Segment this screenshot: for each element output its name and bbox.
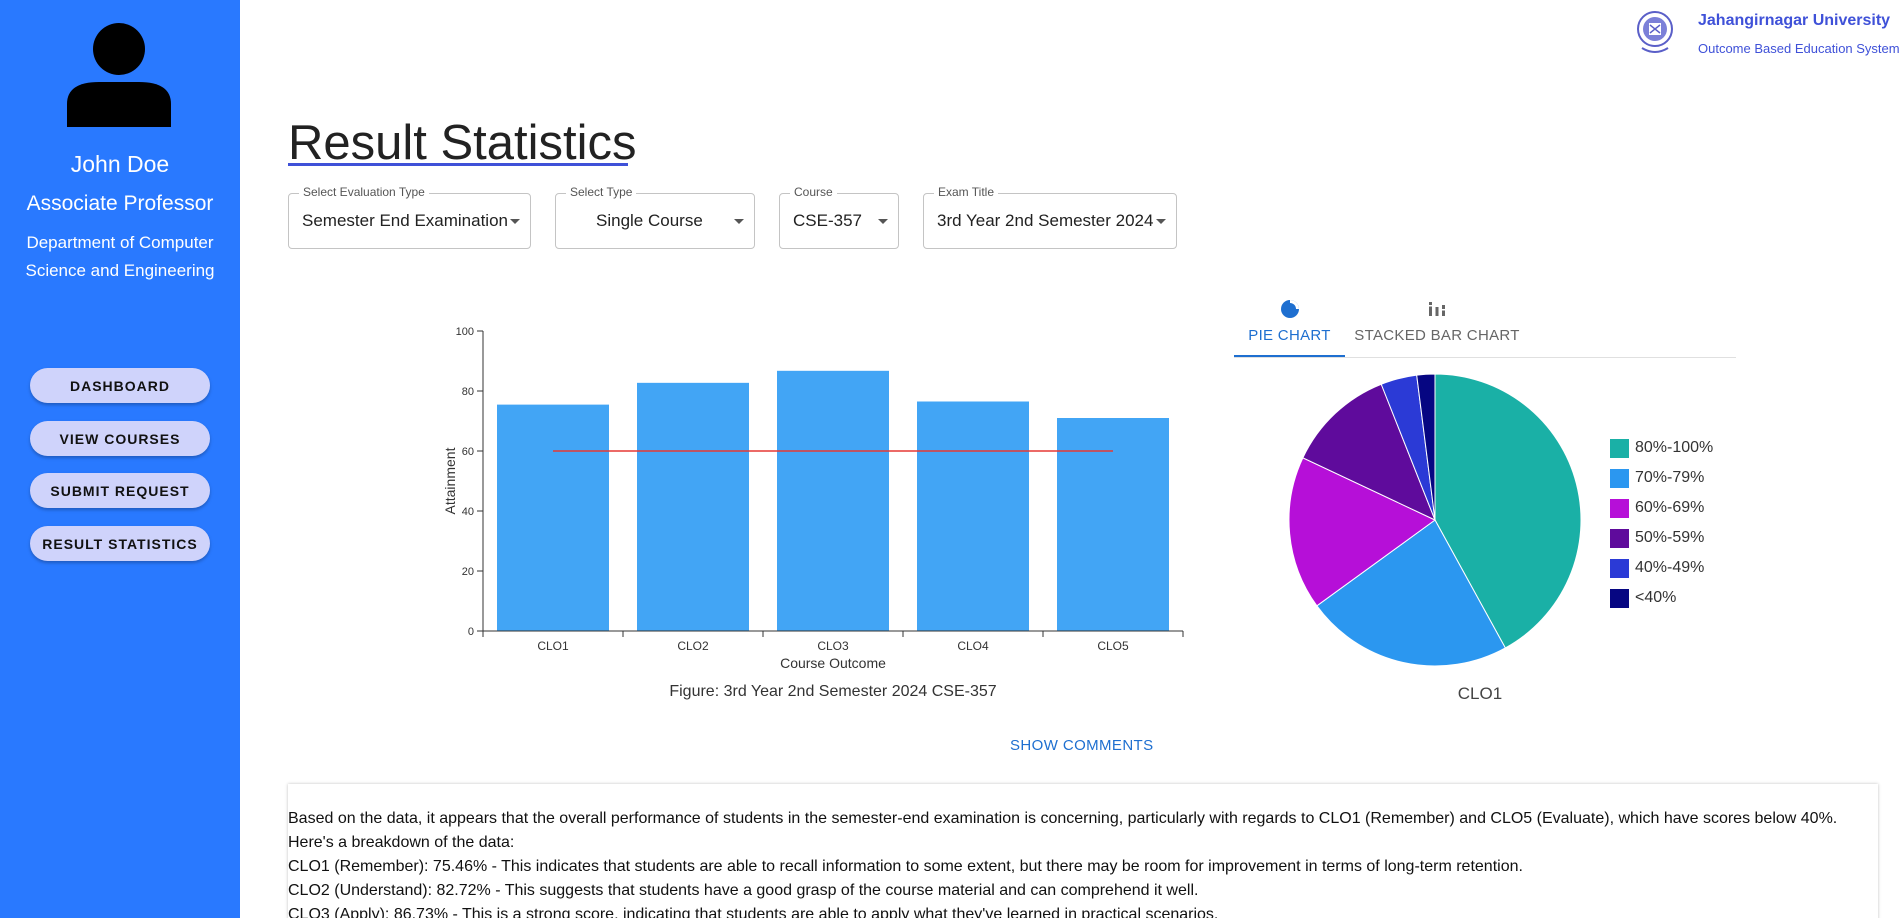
pie-legend: 80%-100% 70%-79% 60%-69% 50%-59% 40%-49% <40% <box>1610 433 1713 613</box>
x-tick-label: CLO2 <box>677 639 709 653</box>
tab-divider <box>1234 357 1736 358</box>
pie-chart-icon <box>1280 300 1299 318</box>
result-statistics-button[interactable]: RESULT STATISTICS <box>30 526 210 561</box>
y-axis-label: Attainment <box>442 447 458 514</box>
legend-swatch <box>1610 528 1629 548</box>
comments-list: CLO1 (Remember): 75.46% - This indicates… <box>288 855 1878 918</box>
user-department: Department of Computer Science and Engin… <box>20 229 220 285</box>
legend-item: 60%-69% <box>1610 493 1713 523</box>
type-select[interactable]: Select Type Single Course <box>555 185 755 249</box>
pie-slice <box>1434 373 1582 649</box>
list-item: CLO1 (Remember): 75.46% - This indicates… <box>288 855 1878 879</box>
select-value: 3rd Year 2nd Semester 2024 <box>937 211 1154 230</box>
user-department-line: Department of Computer <box>26 233 214 252</box>
bar-clo4 <box>917 401 1029 631</box>
bar-clo2 <box>637 382 749 631</box>
clo1-pie-chart <box>1288 373 1582 667</box>
bar-clo1 <box>497 404 609 631</box>
x-tick-label: CLO4 <box>957 639 989 653</box>
legend-item: 40%-49% <box>1610 553 1713 583</box>
y-tick-label: 20 <box>462 566 474 578</box>
x-tick-label: CLO1 <box>537 639 569 653</box>
bar-clo5 <box>1057 418 1169 631</box>
y-tick-label: 100 <box>456 326 474 338</box>
y-tick-label: 80 <box>462 386 474 398</box>
course-select[interactable]: Course CSE-357 <box>779 185 899 249</box>
x-tick-label: CLO5 <box>1097 639 1129 653</box>
show-comments-button[interactable]: SHOW COMMENTS <box>1010 737 1154 754</box>
user-name: John Doe <box>70 151 170 177</box>
exam-title-select[interactable]: Exam Title 3rd Year 2nd Semester 2024 <box>923 185 1177 249</box>
tab-label: STACKED BAR CHART <box>1354 327 1520 344</box>
view-courses-button[interactable]: VIEW COURSES <box>30 421 210 456</box>
y-tick-label: 0 <box>468 626 474 638</box>
user-department-line: Science and Engineering <box>25 261 215 280</box>
attainment-bar-chart: 0 20 40 60 80 100 CLO1 CLO2 CLO3 CLO4 CLO5 Course O… <box>442 326 1184 671</box>
caret-down-icon <box>510 219 520 224</box>
system-name: Outcome Based Education System <box>1698 41 1900 56</box>
legend-item: 80%-100% <box>1610 433 1713 463</box>
legend-label: 70%-79% <box>1635 469 1705 486</box>
pie-slice <box>1302 383 1436 521</box>
comments-intro: Based on the data, it appears that the o… <box>288 810 1838 827</box>
pie-slice <box>1316 519 1507 667</box>
legend-label: 40%-49% <box>1635 559 1705 576</box>
dashboard-button[interactable]: DASHBOARD <box>30 368 210 403</box>
select-label: Course <box>790 185 837 199</box>
sidebar: John Doe Associate Professor Department … <box>0 0 240 918</box>
legend-item: <40% <box>1610 583 1713 613</box>
evaluation-type-select[interactable]: Select Evaluation Type Semester End Exam… <box>288 185 531 249</box>
list-item: CLO2 (Understand): 82.72% - This suggest… <box>288 879 1878 903</box>
user-title: Associate Professor <box>26 192 214 215</box>
select-value: Semester End Examination <box>302 211 508 230</box>
list-item: CLO3 (Apply): 86.73% - This is a strong … <box>288 903 1878 918</box>
select-label: Select Evaluation Type <box>299 185 429 199</box>
legend-item: 50%-59% <box>1610 523 1713 553</box>
bar-clo3 <box>777 370 889 631</box>
y-tick-label: 40 <box>462 506 474 518</box>
legend-label: 60%-69% <box>1635 499 1705 516</box>
tab-pie-chart[interactable]: PIE CHART <box>1234 295 1345 357</box>
legend-swatch <box>1610 468 1629 488</box>
select-label: Select Type <box>566 185 637 199</box>
active-tab-indicator <box>1234 355 1345 357</box>
legend-item: 70%-79% <box>1610 463 1713 493</box>
legend-swatch <box>1610 558 1629 578</box>
x-tick-label: CLO3 <box>817 639 849 653</box>
caret-down-icon <box>878 219 888 224</box>
comments-panel: Based on the data, it appears that the o… <box>288 784 1878 918</box>
legend-label: 80%-100% <box>1635 439 1714 456</box>
y-tick-label: 60 <box>462 446 474 458</box>
pie-slice <box>1416 373 1436 521</box>
university-name: Jahangirnagar University <box>1698 12 1891 29</box>
user-avatar-icon <box>67 23 171 127</box>
pie-slice <box>1288 457 1436 607</box>
submit-request-button[interactable]: SUBMIT REQUEST <box>30 473 210 508</box>
pie-caption: CLO1 <box>1457 684 1503 703</box>
tab-label: PIE CHART <box>1248 327 1331 344</box>
select-label: Exam Title <box>934 185 999 199</box>
x-axis-label: Course Outcome <box>780 655 886 671</box>
page-title: Result Statistics <box>288 116 637 170</box>
tab-stacked-bar-chart[interactable]: STACKED BAR CHART <box>1352 295 1522 357</box>
caret-down-icon <box>1156 219 1166 224</box>
caret-down-icon <box>734 219 744 224</box>
legend-swatch <box>1610 498 1629 518</box>
comments-breakdown: Here's a breakdown of the data: <box>288 834 515 851</box>
figure-caption: Figure: 3rd Year 2nd Semester 2024 CSE-3… <box>669 683 997 700</box>
legend-swatch <box>1610 438 1629 458</box>
legend-label: <40% <box>1635 589 1677 606</box>
select-value: Single Course <box>596 211 703 230</box>
legend-label: 50%-59% <box>1635 529 1705 546</box>
legend-swatch <box>1610 588 1629 608</box>
select-value: CSE-357 <box>793 211 862 230</box>
bar-chart-icon <box>1429 302 1445 316</box>
university-logo-icon <box>1637 11 1673 53</box>
title-underline <box>288 163 628 166</box>
